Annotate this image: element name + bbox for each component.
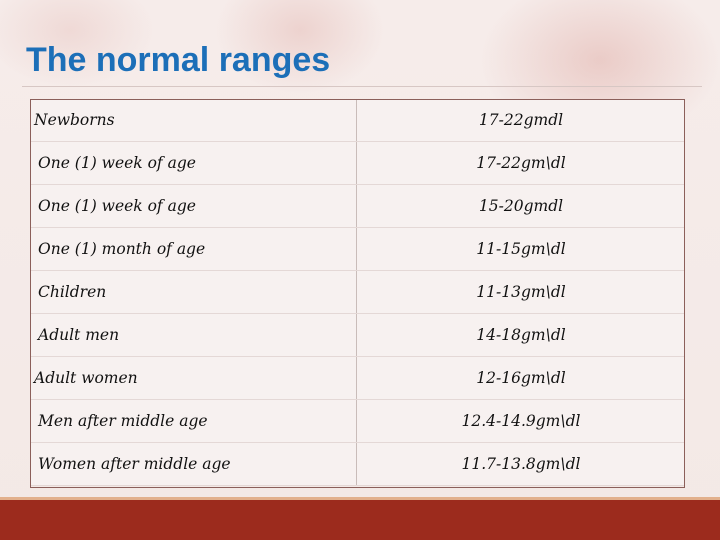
row-value: 17-22gm\dl [356,141,685,185]
footer-accent-line [0,497,720,500]
row-label: One (1) week of age [30,141,357,185]
title-divider [22,86,702,87]
table-row: One (1) week of age 15-20gmdl [30,184,685,228]
row-label: Newborns [30,99,357,142]
row-label: Adult men [30,313,357,357]
table-row: Adult women 12-16gm\dl [30,356,685,400]
row-value: 12.4-14.9gm\dl [356,399,685,443]
table-row: Men after middle age 12.4-14.9gm\dl [30,399,685,443]
ranges-table: Newborns 17-22gmdl One (1) week of age 1… [30,99,685,486]
row-label: Adult women [30,356,357,400]
row-label: Women after middle age [30,442,357,486]
table-row: Newborns 17-22gmdl [30,99,685,142]
table-row: One (1) week of age 17-22gm\dl [30,141,685,185]
table-row: Children 11-13gm\dl [30,270,685,314]
row-value: 15-20gmdl [356,184,685,228]
row-label: Men after middle age [30,399,357,443]
row-value: 11-13gm\dl [356,270,685,314]
table-row: Adult men 14-18gm\dl [30,313,685,357]
footer-bar [0,500,720,540]
table-row: Women after middle age 11.7-13.8gm\dl [30,442,685,486]
row-label: Children [30,270,357,314]
row-value: 17-22gmdl [356,99,685,142]
row-value: 11-15gm\dl [356,227,685,271]
row-label: One (1) week of age [30,184,357,228]
table-row: One (1) month of age 11-15gm\dl [30,227,685,271]
row-value: 11.7-13.8gm\dl [356,442,685,486]
row-value: 12-16gm\dl [356,356,685,400]
slide-title: The normal ranges [26,41,331,79]
row-label: One (1) month of age [30,227,357,271]
row-value: 14-18gm\dl [356,313,685,357]
